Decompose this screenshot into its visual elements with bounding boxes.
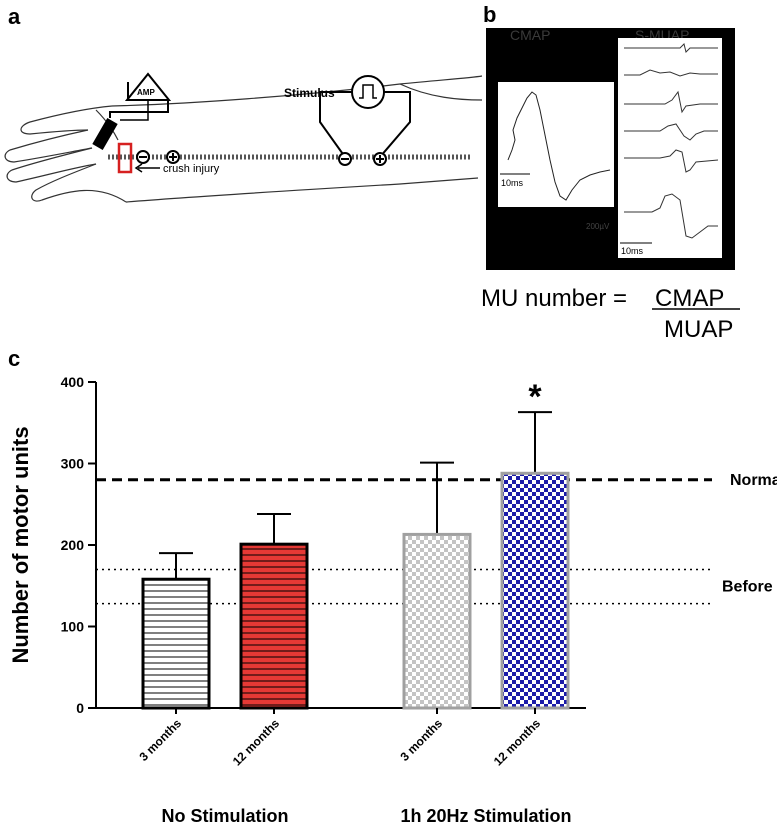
- group-label: 1h 20Hz Stimulation: [400, 806, 571, 826]
- formula-numerator: CMAP: [655, 285, 724, 312]
- y-tick-label: 300: [61, 456, 85, 472]
- x-tick-label: 12 months: [491, 716, 544, 769]
- bar: [402, 532, 472, 710]
- x-tick-label: 3 months: [398, 716, 446, 764]
- scale-label: 10ms: [501, 178, 524, 188]
- bar-chart: 0 100 200 300 400 Number of motor units Normal…: [8, 374, 777, 826]
- stimulus-label: Stimulus: [284, 86, 335, 100]
- bar: [141, 577, 211, 710]
- formula-denominator: MUAP: [664, 316, 733, 343]
- reference-label: Normal: [730, 472, 777, 489]
- arm-illustration: [4, 75, 483, 203]
- reference-label: Before CT release: [722, 579, 777, 596]
- cmap-trace: [507, 91, 611, 201]
- scale-label: 10ms: [621, 246, 644, 256]
- cmap-panel: [498, 82, 614, 207]
- x-tick-label: 12 months: [230, 716, 283, 769]
- y-tick-label: 400: [61, 374, 85, 390]
- bar: [239, 542, 309, 710]
- smuap-traces: [624, 43, 719, 239]
- crush-label: crush injury: [163, 163, 220, 175]
- smuap-panel: [618, 38, 722, 258]
- panel-label: b: [483, 2, 496, 27]
- amp-label: AMP: [137, 88, 155, 97]
- group-label: No Stimulation: [162, 806, 289, 826]
- significance-mark: *: [528, 378, 542, 416]
- y-tick-label: 100: [61, 619, 85, 635]
- formula-label: MU number =: [481, 285, 627, 312]
- y-axis-label: Number of motor units: [8, 426, 33, 663]
- amp-scale-label: 200µV: [586, 222, 610, 231]
- stimulator: [319, 75, 411, 166]
- x-tick-label: 3 months: [137, 716, 185, 764]
- bar: [500, 471, 570, 710]
- panel-label: a: [8, 4, 21, 29]
- cmap-title: CMAP: [510, 27, 550, 43]
- recording-electrodes: [92, 72, 180, 174]
- panel-label: c: [8, 346, 20, 371]
- y-tick-label: 200: [61, 537, 85, 553]
- y-tick-label: 0: [76, 700, 84, 716]
